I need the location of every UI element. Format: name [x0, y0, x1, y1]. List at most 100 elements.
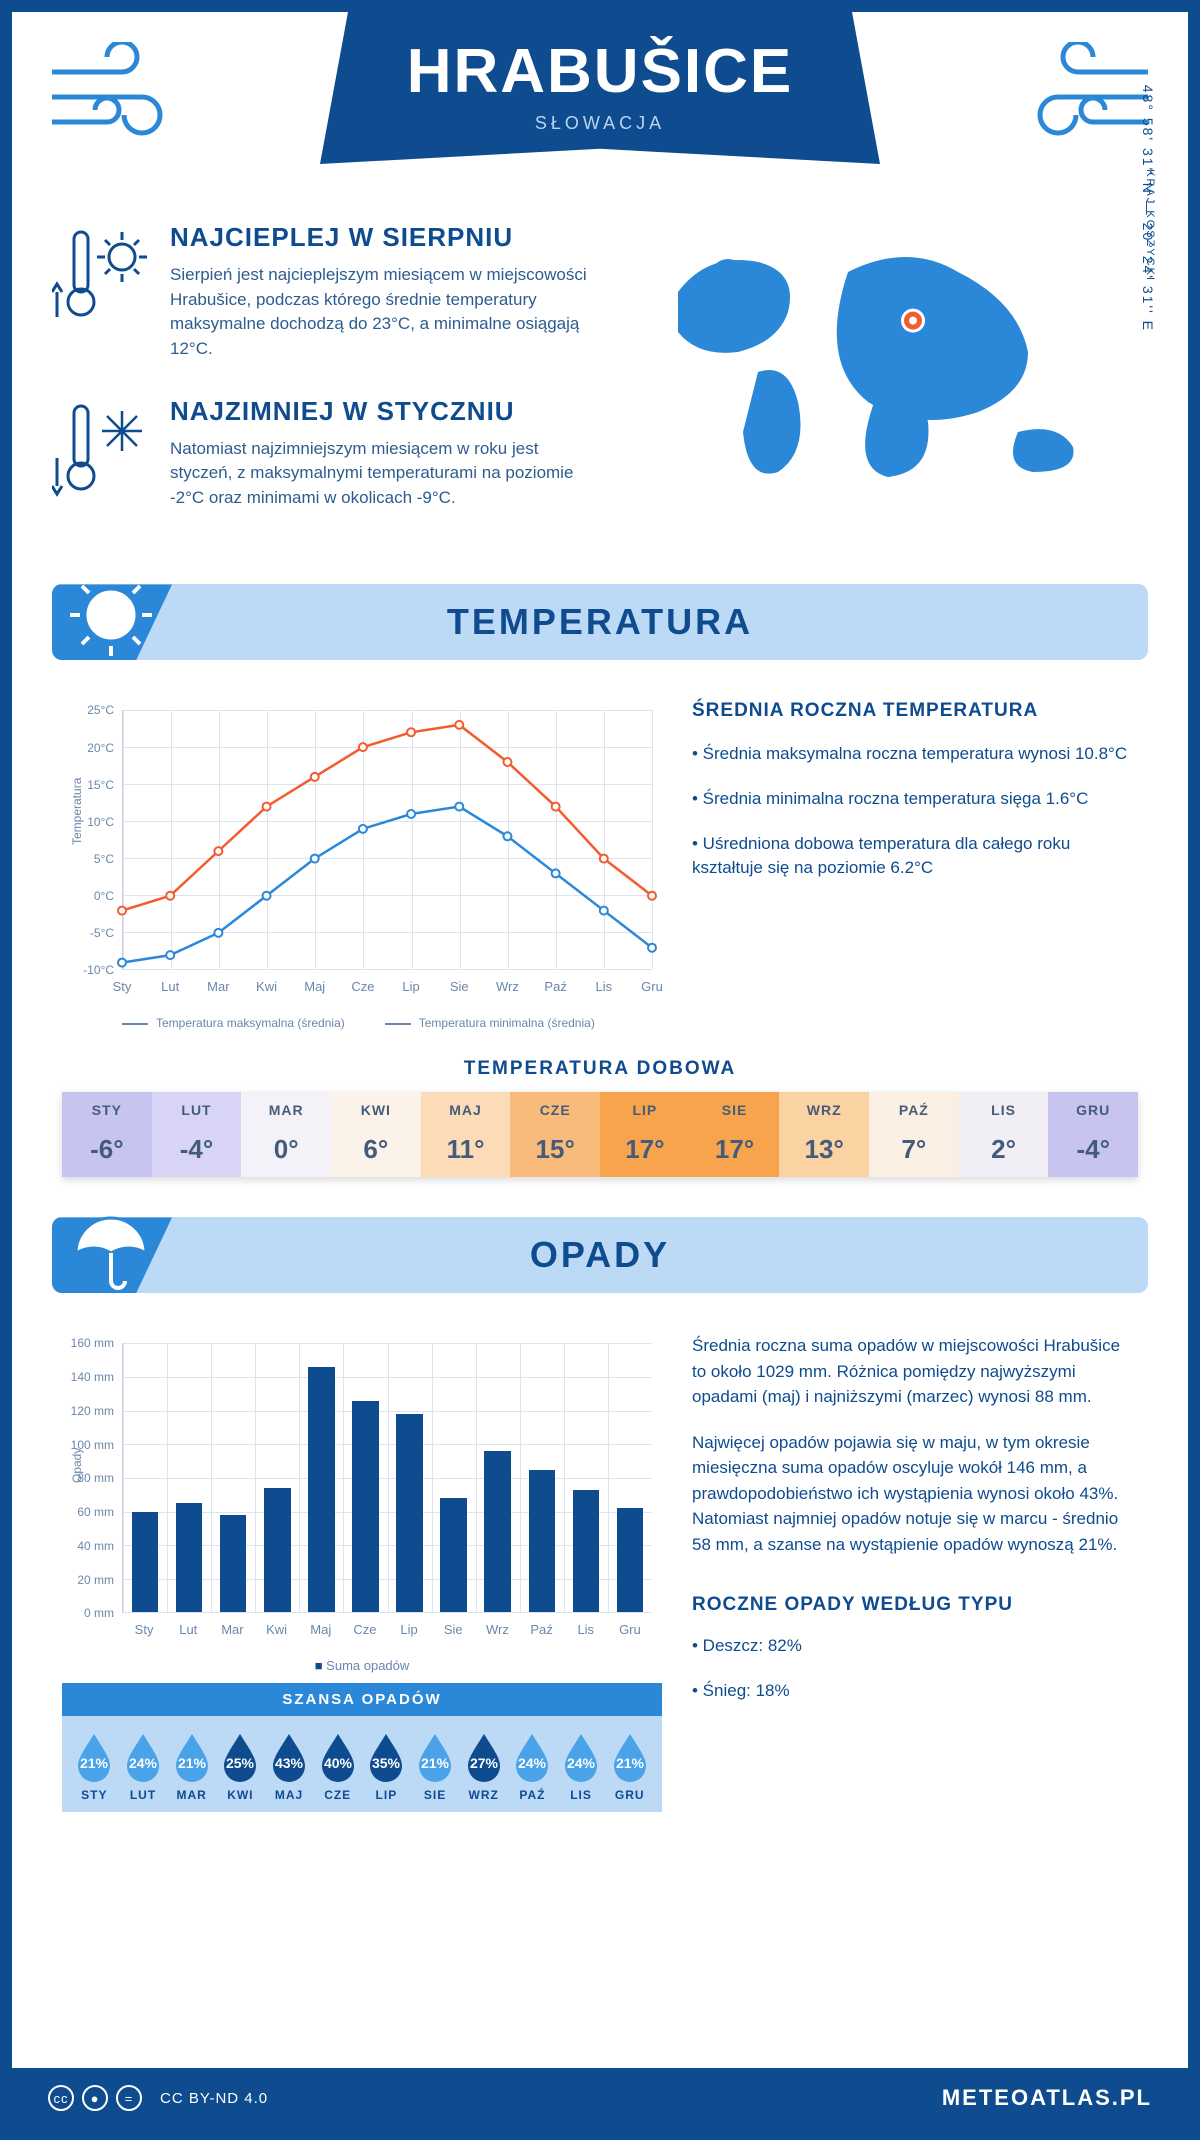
daily-month-label: MAJ	[421, 1102, 511, 1118]
legend-min: Temperatura minimalna (średnia)	[385, 1016, 595, 1030]
temperature-stats: ŚREDNIA ROCZNA TEMPERATURA • Średnia mak…	[692, 700, 1138, 1030]
temperature-banner: TEMPERATURA	[52, 584, 1148, 660]
precip-ytick: 120 mm	[62, 1404, 114, 1418]
wind-decoration-left	[42, 42, 192, 162]
svg-text:24%: 24%	[129, 1755, 158, 1771]
precipitation-title: OPADY	[530, 1234, 670, 1276]
precip-chance-month: LIS	[557, 1788, 606, 1802]
precip-xtick: Maj	[310, 1622, 331, 1637]
daily-temp-value: 15°	[510, 1134, 600, 1165]
thermometer-sun-icon	[52, 222, 152, 332]
precip-chart-legend: Suma opadów	[62, 1658, 662, 1673]
thermometer-snow-icon	[52, 396, 152, 506]
daily-month-label: GRU	[1048, 1102, 1138, 1118]
hottest-title: NAJCIEPLEJ W SIERPNIU	[170, 222, 598, 253]
coldest-text: Natomiast najzimniejszym miesiącem w rok…	[170, 437, 598, 511]
precip-chance-title: SZANSA OPADÓW	[62, 1683, 662, 1716]
daily-temp-cell: WRZ13°	[779, 1092, 869, 1177]
daily-month-label: WRZ	[779, 1102, 869, 1118]
svg-text:43%: 43%	[275, 1755, 304, 1771]
temp-xtick: Lut	[161, 979, 179, 994]
precip-xtick: Cze	[353, 1622, 376, 1637]
location-title: HRABUŠICE	[390, 36, 810, 107]
nd-icon: =	[116, 2085, 142, 2111]
precip-xtick: Lis	[577, 1622, 594, 1637]
daily-month-label: SIE	[690, 1102, 780, 1118]
precip-ytick: 0 mm	[62, 1606, 114, 1620]
daily-temp-cell: SIE 17°	[690, 1092, 780, 1177]
precip-chance-drop: 24% PAŹ	[508, 1732, 557, 1802]
precip-chance-drop: 43% MAJ	[265, 1732, 314, 1802]
precip-chance-month: KWI	[216, 1788, 265, 1802]
daily-temp-value: -4°	[152, 1134, 242, 1165]
world-map-block: KRAJ KOSZYCKI 48° 58' 31'' N — 20° 24' 3…	[628, 222, 1148, 544]
svg-text:21%: 21%	[178, 1755, 207, 1771]
daily-temp-value: 11°	[421, 1134, 511, 1165]
daily-month-label: LIS	[959, 1102, 1049, 1118]
daily-temp-cell: LUT -4°	[152, 1092, 242, 1177]
daily-temp-cell: GRU -4°	[1048, 1092, 1138, 1177]
precip-bar	[440, 1498, 466, 1612]
temp-xtick: Wrz	[496, 979, 519, 994]
daily-temp-cell: PAŹ7°	[869, 1092, 959, 1177]
precip-bar	[220, 1515, 246, 1613]
precip-chance-drop: 24% LIS	[557, 1732, 606, 1802]
daily-temp-value: 6°	[331, 1134, 421, 1165]
daily-temp-cell: LIP17°	[600, 1092, 690, 1177]
temp-stat-item: • Średnia maksymalna roczna temperatura …	[692, 742, 1138, 767]
temp-ytick: 25°C	[62, 703, 114, 717]
daily-temp-value: 0°	[241, 1134, 331, 1165]
daily-temp-value: -4°	[1048, 1134, 1138, 1165]
precipitation-banner: OPADY	[52, 1217, 1148, 1293]
daily-temp-value: 17°	[690, 1134, 780, 1165]
precip-xtick: Paź	[530, 1622, 552, 1637]
temperature-row: Temperatura Temperatura maksymalna (śred…	[12, 670, 1188, 1040]
temp-stats-head: ŚREDNIA ROCZNA TEMPERATURA	[692, 700, 1138, 722]
precip-chance-drop: 21% MAR	[167, 1732, 216, 1802]
temp-xtick: Maj	[304, 979, 325, 994]
daily-month-label: LUT	[152, 1102, 242, 1118]
precip-bar	[573, 1490, 599, 1613]
license-text: CC BY-ND 4.0	[160, 2090, 268, 2107]
daily-temp-cell: CZE15°	[510, 1092, 600, 1177]
temp-series-min	[122, 807, 652, 963]
precip-chance-drop: 24% LUT	[119, 1732, 168, 1802]
svg-text:21%: 21%	[80, 1755, 109, 1771]
temp-stat-item: • Średnia minimalna roczna temperatura s…	[692, 787, 1138, 812]
daily-temp-cell: STY-6°	[62, 1092, 152, 1177]
precip-ytick: 80 mm	[62, 1471, 114, 1485]
legend-max: Temperatura maksymalna (średnia)	[122, 1016, 345, 1030]
temp-ytick: -5°C	[62, 926, 114, 940]
intro-section: NAJCIEPLEJ W SIERPNIU Sierpień jest najc…	[12, 212, 1188, 574]
temp-xtick: Lis	[596, 979, 613, 994]
temperature-title: TEMPERATURA	[447, 601, 753, 643]
temp-ytick: 5°C	[62, 852, 114, 866]
precipitation-text: Średnia roczna suma opadów w miejscowośc…	[692, 1333, 1138, 1812]
sun-icon	[66, 570, 156, 660]
precip-ytick: 40 mm	[62, 1539, 114, 1553]
daily-month-label: STY	[62, 1102, 152, 1118]
title-banner: HRABUŠICE SŁOWACJA	[320, 12, 880, 164]
precip-chance-drop: 21% SIE	[411, 1732, 460, 1802]
precip-bar	[529, 1470, 555, 1613]
hottest-text: Sierpień jest najcieplejszym miesiącem w…	[170, 263, 598, 362]
svg-text:25%: 25%	[226, 1755, 255, 1771]
precip-chance-drop: 25% KWI	[216, 1732, 265, 1802]
precip-ytick: 140 mm	[62, 1370, 114, 1384]
precip-chance-drop: 40% CZE	[313, 1732, 362, 1802]
temp-xtick: Gru	[641, 979, 663, 994]
precip-chance-month: MAJ	[265, 1788, 314, 1802]
daily-temp-cell: MAR0°	[241, 1092, 331, 1177]
svg-text:21%: 21%	[616, 1755, 645, 1771]
precip-ytick: 60 mm	[62, 1505, 114, 1519]
precip-chance-drop: 27% WRZ	[459, 1732, 508, 1802]
precip-chance-month: LIP	[362, 1788, 411, 1802]
temp-ytick: 20°C	[62, 741, 114, 755]
precip-xtick: Lut	[179, 1622, 197, 1637]
temp-xtick: Mar	[207, 979, 229, 994]
precipitation-chart: Opady Suma opadów 0 mm20 mm40 mm60 mm80 …	[62, 1333, 662, 1812]
coordinates-label: 48° 58' 31'' N — 20° 24' 31'' E	[1140, 85, 1156, 332]
daily-temp-value: 17°	[600, 1134, 690, 1165]
temp-ytick: 10°C	[62, 815, 114, 829]
temp-chart-legend: Temperatura maksymalna (średnia) Tempera…	[122, 1016, 595, 1030]
